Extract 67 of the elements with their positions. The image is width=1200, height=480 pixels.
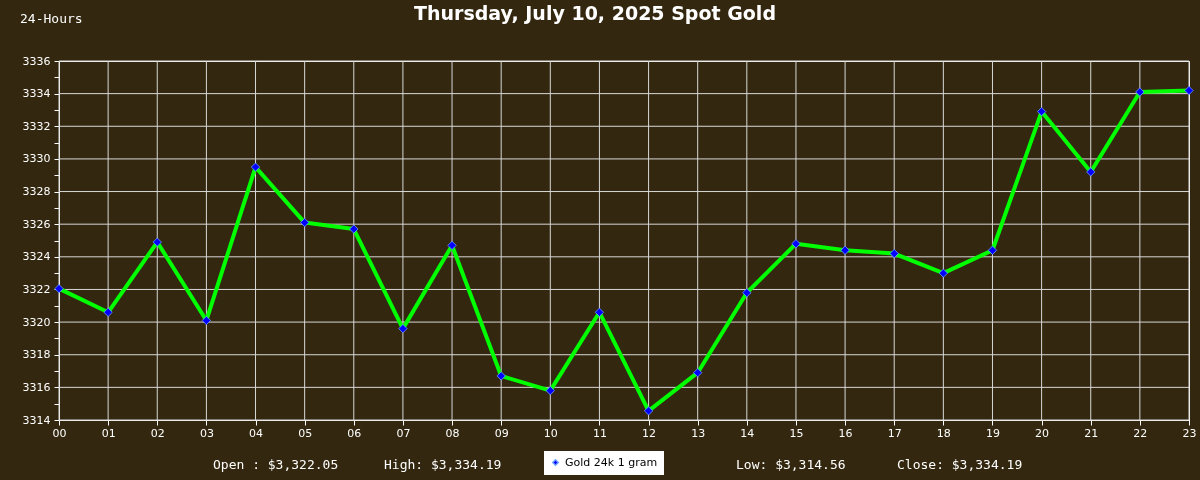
point bbox=[1135, 87, 1145, 97]
y-tick-label: 3334 bbox=[22, 87, 51, 101]
x-tick-label: 07 bbox=[396, 426, 411, 440]
x-tick-label: 20 bbox=[1035, 426, 1050, 440]
point bbox=[594, 307, 605, 317]
text: Open : $3,322.05 bbox=[213, 457, 339, 472]
x-tick-label: 10 bbox=[543, 426, 558, 440]
point bbox=[201, 315, 211, 326]
point bbox=[447, 240, 457, 250]
x-tick-label: 01 bbox=[101, 426, 116, 440]
chart-title: Thursday, July 10, 2025 Spot Gold bbox=[414, 2, 776, 24]
point bbox=[693, 368, 703, 378]
point bbox=[300, 217, 310, 228]
point bbox=[938, 268, 948, 278]
y-tick-label: 3332 bbox=[22, 119, 51, 133]
x-tick-label: 13 bbox=[691, 426, 706, 440]
point bbox=[889, 248, 899, 259]
x-tick-label: 14 bbox=[740, 426, 755, 440]
point bbox=[742, 288, 752, 298]
y-tick-label: 3316 bbox=[22, 380, 51, 394]
point bbox=[840, 245, 850, 255]
x-tick-label: 00 bbox=[52, 426, 67, 440]
x-tick-label: 16 bbox=[838, 426, 853, 440]
point bbox=[1086, 167, 1096, 177]
x-tick-label: 22 bbox=[1133, 426, 1148, 440]
point bbox=[496, 371, 506, 381]
x-tick-label: 11 bbox=[592, 426, 607, 440]
point bbox=[152, 237, 162, 247]
point bbox=[250, 162, 261, 172]
text: Close: $3,334.19 bbox=[897, 457, 1023, 472]
y-tick-label: 3322 bbox=[22, 282, 51, 296]
x-tick-label: 18 bbox=[936, 426, 951, 440]
point bbox=[1184, 85, 1194, 96]
x-tick-label: 12 bbox=[642, 426, 657, 440]
legend-label: Gold 24k 1 gram bbox=[565, 455, 658, 469]
x-tick-label: 19 bbox=[985, 426, 1000, 440]
x-tick-label: 21 bbox=[1084, 426, 1099, 440]
y-tick-label: 3324 bbox=[22, 250, 51, 264]
point bbox=[643, 406, 654, 416]
x-tick-label: 15 bbox=[789, 426, 804, 440]
x-tick-label: 05 bbox=[298, 426, 313, 440]
x-tick-label: 06 bbox=[347, 426, 362, 440]
point bbox=[54, 284, 64, 294]
text: 24-Hours bbox=[20, 11, 83, 26]
y-tick-label: 3336 bbox=[22, 54, 51, 68]
x-tick-label: 17 bbox=[887, 426, 902, 440]
x-tick-label: 09 bbox=[494, 426, 509, 440]
y-tick-label: 3314 bbox=[22, 413, 51, 427]
point bbox=[987, 245, 998, 255]
point bbox=[349, 224, 359, 234]
x-tick-label: 02 bbox=[150, 426, 165, 440]
x-tick-label: 04 bbox=[249, 426, 264, 440]
y-tick-label: 3328 bbox=[22, 185, 51, 199]
text: Low: $3,314.56 bbox=[736, 457, 846, 472]
point bbox=[545, 386, 555, 396]
x-tick-label: 03 bbox=[199, 426, 214, 440]
text: High: $3,334.19 bbox=[384, 457, 502, 472]
point bbox=[103, 307, 113, 317]
y-tick-label: 3320 bbox=[22, 315, 51, 329]
y-tick-label: 3318 bbox=[22, 348, 51, 362]
x-tick-label: 23 bbox=[1182, 426, 1197, 440]
y-tick-label: 3326 bbox=[22, 217, 51, 231]
point bbox=[791, 239, 801, 249]
x-tick-label: 08 bbox=[445, 426, 460, 440]
y-tick-label: 3330 bbox=[22, 152, 51, 166]
point bbox=[1037, 107, 1047, 117]
point bbox=[398, 324, 408, 334]
